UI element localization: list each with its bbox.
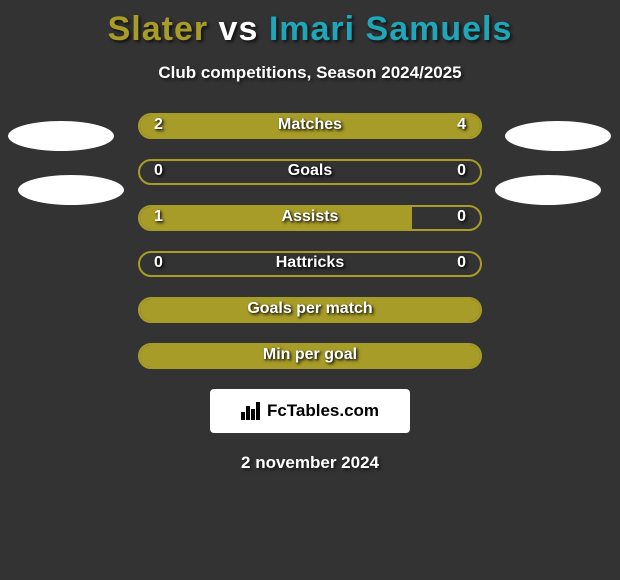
avatar [495,175,601,205]
stat-label: Goals [140,162,480,180]
stat-row: Goals per match [138,297,482,323]
brand-text: FcTables.com [267,401,379,421]
stat-label: Goals per match [140,300,480,318]
stat-row: 00Goals [138,159,482,185]
stat-row: 10Assists [138,205,482,231]
stat-row: 00Hattricks [138,251,482,277]
comparison-chart: 24Matches 00Goals 10Assists 00Hattricks Goal… [138,113,482,369]
subtitle: Club competitions, Season 2024/2025 [0,63,620,83]
bar-chart-icon [241,402,261,420]
avatar [505,121,611,151]
stat-row: 24Matches [138,113,482,139]
page-title: Slater vs Imari Samuels [0,0,620,49]
stat-label: Min per goal [140,346,480,364]
footer-date: 2 november 2024 [0,453,620,473]
stat-row: Min per goal [138,343,482,369]
stat-label: Assists [140,208,480,226]
title-player-left: Slater [108,10,209,48]
avatar [8,121,114,151]
stat-label: Matches [140,116,480,134]
avatar [18,175,124,205]
brand-badge: FcTables.com [210,389,410,433]
stat-label: Hattricks [140,254,480,272]
title-vs: vs [208,10,269,48]
title-player-right: Imari Samuels [269,10,513,48]
